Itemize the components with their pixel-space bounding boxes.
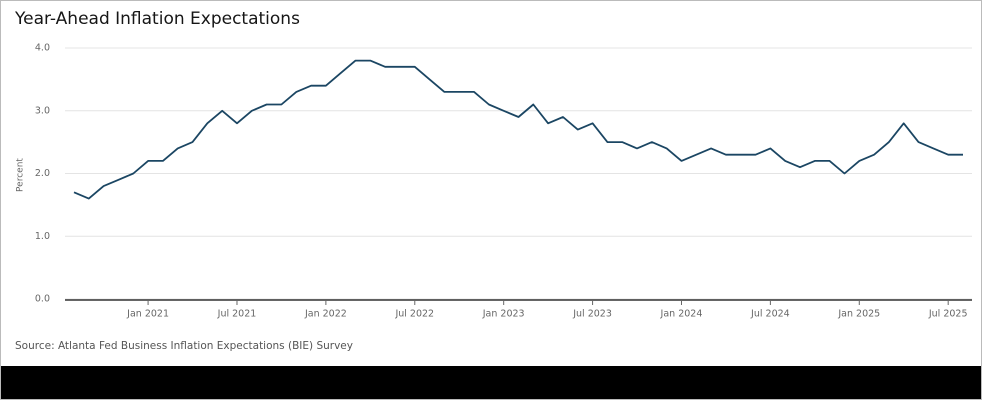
x-tick-label: Jan 2025: [837, 309, 880, 320]
x-tick-label: Jul 2021: [217, 309, 257, 320]
x-tick-label: Jan 2024: [660, 309, 703, 320]
line-series: [73, 59, 963, 200]
bottom-bar: [1, 366, 981, 399]
source-note: Source: Atlanta Fed Business Inflation E…: [15, 340, 353, 352]
y-tick-label: 1.0: [35, 231, 50, 242]
x-tick-label: Jul 2025: [928, 309, 968, 320]
x-tick-label: Jan 2023: [482, 309, 525, 320]
y-tick-label: 3.0: [35, 105, 50, 116]
x-tick-label: Jul 2023: [572, 309, 612, 320]
x-tick-label: Jan 2022: [304, 309, 347, 320]
x-tick-label: Jul 2022: [394, 309, 434, 320]
chart-title: Year-Ahead Inflation Expectations: [14, 9, 300, 29]
x-tick-label: Jul 2024: [750, 309, 790, 320]
y-axis-label: Percent: [16, 158, 26, 192]
y-tick-label: 0.0: [35, 294, 50, 305]
y-tick-label: 2.0: [35, 168, 50, 179]
y-tick-label: 4.0: [35, 43, 50, 54]
x-tick-label: Jan 2021: [126, 309, 169, 320]
